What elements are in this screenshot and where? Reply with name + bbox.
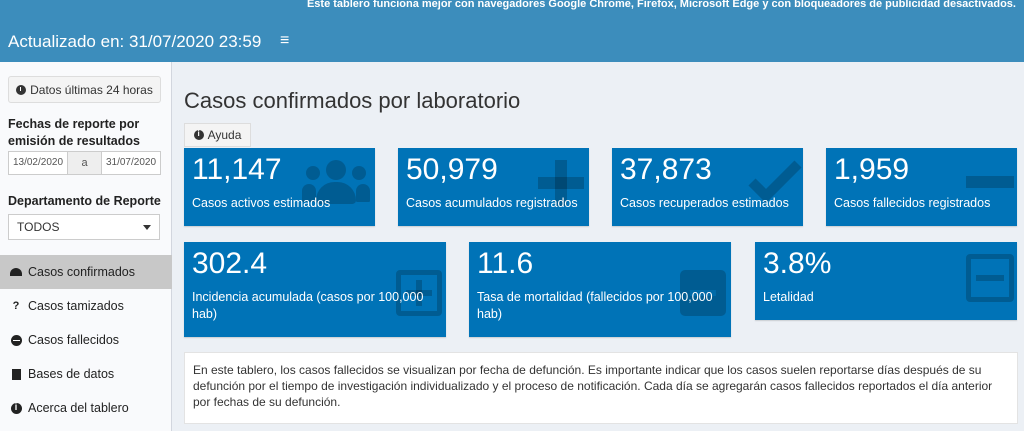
stat-label: Letalidad (763, 290, 814, 304)
date-range-picker: 13/02/2020 a 31/07/2020 (8, 151, 161, 175)
last-24-hours-button[interactable]: Datos últimas 24 horas (8, 76, 161, 103)
stat-label: Casos activos estimados (192, 196, 331, 210)
sidebar-item-bases-de-datos[interactable]: Bases de datos (0, 357, 172, 391)
stat-value: 11.6 (477, 247, 534, 280)
page-title: Casos confirmados por laboratorio (184, 88, 521, 113)
stat-box-accumulated-cases: 50,979 Casos acumulados registrados (398, 148, 589, 226)
department-selected-value: TODOS (17, 220, 60, 234)
caret-down-icon (143, 225, 151, 230)
plus-square-icon (396, 270, 442, 316)
sidebar-item-label: Acerca del tablero (28, 401, 129, 415)
minus-square-filled-icon (680, 270, 726, 316)
stat-label: Casos acumulados registrados (406, 196, 578, 210)
users-icon (302, 158, 372, 208)
browser-notice-banner: Este tablero funciona mejor con navegado… (0, 0, 1024, 12)
hamburger-icon[interactable]: ≡ (280, 32, 290, 49)
department-select[interactable]: TODOS (8, 214, 160, 240)
sidebar-item-casos-fallecidos[interactable]: Casos fallecidos (0, 323, 172, 357)
stat-box-active-cases: 11,147 Casos activos estimados (184, 148, 375, 226)
department-label: Departamento de Reporte (8, 194, 161, 208)
sidebar-item-casos-confirmados[interactable]: Casos confirmados (0, 255, 172, 289)
sidebar-item-label: Casos tamizados (28, 299, 124, 313)
deaths-note-panel: En este tablero, los casos fallecidos se… (184, 352, 1018, 424)
sidebar-item-label: Casos confirmados (28, 265, 135, 279)
stat-box-incidence: 302.4 Incidencia acumulada (casos por 10… (184, 242, 446, 337)
minus-circle-icon (10, 334, 22, 346)
file-icon (10, 368, 22, 380)
stat-box-deceased-cases: 1,959 Casos fallecidos registrados (826, 148, 1017, 226)
question-icon: ? (12, 300, 20, 312)
stat-box-recovered-cases: 37,873 Casos recuperados estimados (612, 148, 803, 226)
clock-icon (16, 84, 27, 95)
deaths-note-text: En este tablero, los casos fallecidos se… (193, 363, 993, 409)
sidebar-nav: Casos confirmados ? Casos tamizados Caso… (0, 255, 172, 425)
help-button-label: Ayuda (207, 128, 242, 142)
dashboard-icon (10, 266, 22, 278)
stat-value: 1,959 (834, 153, 910, 186)
stat-value: 37,873 (620, 153, 712, 186)
stat-value: 50,979 (406, 153, 498, 186)
sidebar-item-casos-tamizados[interactable]: ? Casos tamizados (0, 289, 172, 323)
sidebar-item-acerca-del-tablero[interactable]: Acerca del tablero (0, 391, 172, 425)
report-dates-label: Fechas de reporte por emisión de resulta… (8, 117, 140, 148)
last-updated-title: Actualizado en: 31/07/2020 23:59 (8, 32, 262, 51)
sidebar: Datos últimas 24 horas Fechas de reporte… (0, 62, 172, 431)
minus-icon (966, 176, 1014, 190)
last-24-hours-label: Datos últimas 24 horas (30, 82, 153, 97)
stat-label: Tasa de mortalidad (fallecidos por 100,0… (477, 290, 713, 321)
sidebar-item-label: Casos fallecidos (28, 333, 120, 347)
check-icon (748, 158, 802, 204)
minus-square-icon (966, 254, 1014, 302)
info-icon (10, 402, 22, 414)
stat-label: Incidencia acumulada (casos por 100,000 … (192, 290, 424, 321)
plus-icon (538, 160, 584, 206)
stat-box-lethality: 3.8% Letalidad (755, 242, 1017, 320)
help-button[interactable]: Ayuda (184, 123, 251, 147)
stat-box-mortality-rate: 11.6 Tasa de mortalidad (fallecidos por … (469, 242, 731, 337)
top-header: Actualizado en: 31/07/2020 23:59 ≡ (0, 12, 1024, 62)
browser-notice-text: Este tablero funciona mejor con navegado… (306, 0, 1016, 10)
stat-label: Casos recuperados estimados (620, 196, 789, 210)
info-icon (193, 129, 204, 140)
date-from-input[interactable]: 13/02/2020 (8, 151, 68, 175)
date-range-separator: a (68, 151, 101, 175)
stat-value: 302.4 (192, 247, 268, 280)
sidebar-item-label: Bases de datos (28, 367, 115, 381)
stat-label: Casos fallecidos registrados (834, 196, 991, 210)
date-to-input[interactable]: 31/07/2020 (101, 151, 161, 175)
stat-value: 11,147 (192, 153, 282, 186)
stat-value: 3.8% (763, 247, 832, 280)
